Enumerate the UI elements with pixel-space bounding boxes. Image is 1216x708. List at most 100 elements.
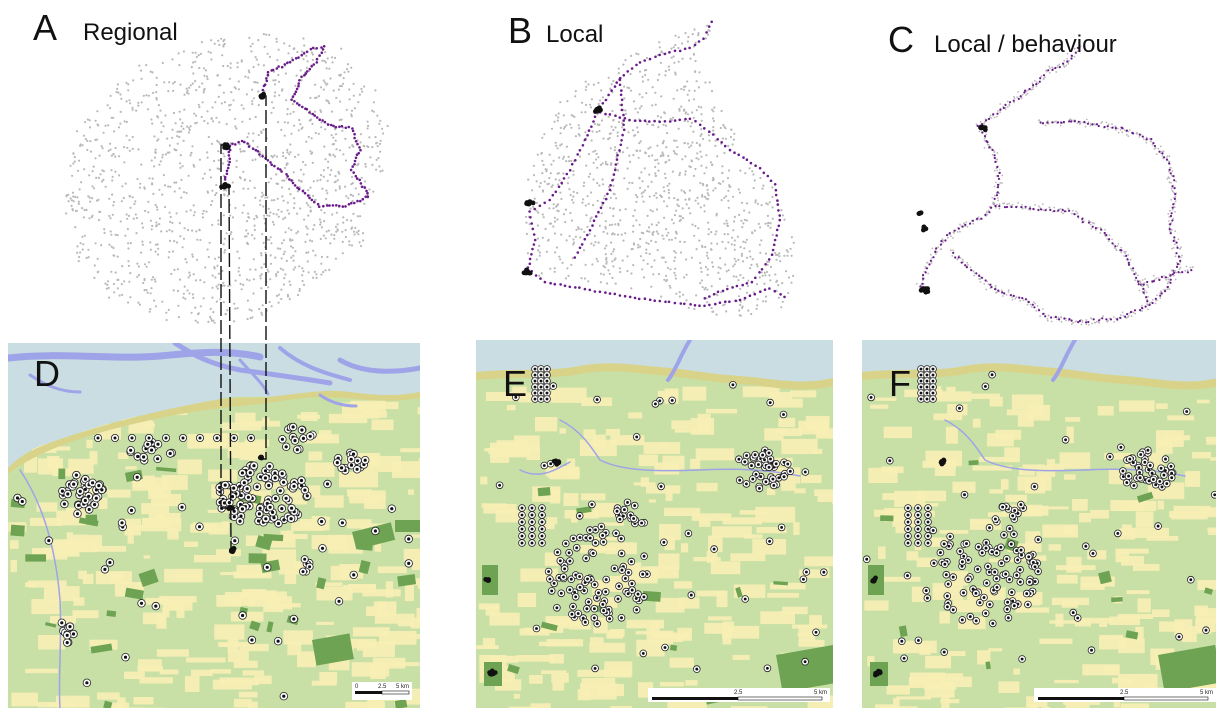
background-point [72,152,75,155]
arable-patch [755,506,796,523]
background-point [589,217,592,220]
background-point [262,194,265,197]
background-point [183,285,186,288]
path-point [1088,324,1090,326]
arable-patch [552,681,565,691]
background-point [131,135,134,139]
background-point [142,281,145,285]
background-point [674,43,677,47]
background-point [192,296,195,299]
path-point [608,188,612,192]
arable-patch [98,497,108,510]
arable-patch [476,645,499,650]
arable-patch [638,454,658,466]
cluster-point [925,286,930,292]
background-point [251,316,254,319]
path-point [995,203,998,206]
background-point [302,173,305,176]
arable-patch [248,447,256,462]
arable-patch [599,597,620,603]
arable-patch [72,610,99,619]
path-point [711,133,715,136]
arable-patch [696,590,727,597]
background-point [714,144,717,147]
background-point [279,267,282,270]
turbine-marker-center [530,534,534,538]
path-point [693,304,697,307]
background-point [215,285,218,288]
path-point [543,201,546,205]
background-point [565,160,568,163]
background-point [168,81,171,84]
background-point [186,89,189,92]
path-point [576,251,580,254]
path-point [1029,205,1032,208]
path-point [1007,291,1010,293]
background-point [672,46,675,49]
path-point [621,133,624,137]
turbine-marker-center [241,613,245,618]
background-point [262,64,265,67]
turbine-marker-center [291,425,295,429]
arable-patch [308,451,323,461]
path-point [1145,141,1148,144]
arable-patch [287,641,302,656]
background-point [311,53,314,56]
background-point [633,209,637,212]
background-point [566,182,570,185]
background-point [790,281,793,284]
background-point [323,145,326,148]
background-point [771,206,774,209]
background-point [211,189,214,192]
background-point [670,238,674,241]
background-point [87,248,90,251]
background-point [73,160,76,163]
path-point [1017,97,1020,100]
arable-patch [704,622,727,634]
background-point [605,260,608,263]
background-point [697,31,700,35]
path-point [308,111,311,114]
background-point [597,241,600,244]
background-point [697,227,700,230]
arable-patch [552,387,587,403]
path-point [925,267,929,270]
background-point [719,257,722,260]
background-point [700,113,703,116]
path-point [300,75,303,79]
turbine-marker-center [290,506,294,510]
path-point [1176,263,1179,266]
background-point [572,238,575,241]
background-point [764,252,768,255]
background-point [111,193,114,196]
background-point [176,289,180,293]
path-point [1045,69,1047,72]
background-point [694,199,697,202]
path-point [689,303,692,306]
path-point [1158,278,1161,281]
path-point [975,272,978,275]
arable-patch [814,489,833,497]
path-point [731,286,734,289]
path-point [1167,213,1170,215]
background-point [350,109,354,112]
arable-patch [577,669,610,677]
path-point [978,274,981,277]
path-point [753,292,757,296]
path-point [1166,282,1169,285]
background-point [176,130,179,133]
background-point [225,189,228,192]
background-point [778,255,781,258]
background-point [127,242,130,245]
background-point [647,185,650,188]
arable-patch [82,573,94,585]
background-point [570,219,574,222]
path-point [1024,89,1027,92]
background-point [287,227,290,230]
background-point [187,131,190,134]
path-point [1152,274,1155,277]
arable-patch [478,603,500,610]
background-point [792,274,795,277]
background-point [675,139,678,142]
background-point [366,120,369,123]
